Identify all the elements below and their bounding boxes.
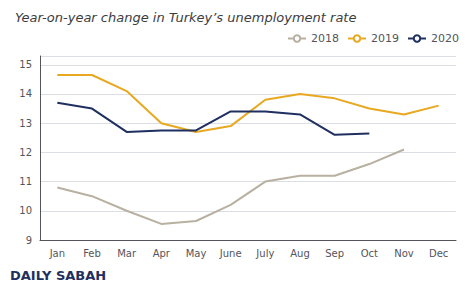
svg-text:11: 11	[19, 176, 32, 187]
svg-text:June: June	[219, 248, 242, 259]
svg-text:15: 15	[19, 59, 32, 70]
svg-text:Nov: Nov	[394, 248, 414, 259]
svg-text:Oct: Oct	[361, 248, 378, 259]
svg-text:12: 12	[19, 147, 32, 158]
svg-text:Jan: Jan	[49, 248, 65, 259]
svg-text:Apr: Apr	[153, 248, 171, 259]
svg-text:2020: 2020	[431, 32, 459, 45]
svg-text:Aug: Aug	[290, 248, 310, 259]
svg-text:Mar: Mar	[117, 248, 137, 259]
svg-text:Dec: Dec	[429, 248, 448, 259]
svg-text:DAILY SABAH: DAILY SABAH	[10, 268, 106, 283]
svg-text:10: 10	[19, 205, 32, 216]
svg-text:Sep: Sep	[325, 248, 344, 259]
svg-text:9: 9	[26, 235, 32, 246]
svg-text:Year-on-year change in Turkey’: Year-on-year change in Turkey’s unemploy…	[15, 10, 356, 25]
svg-text:2019: 2019	[371, 32, 399, 45]
svg-text:July: July	[255, 248, 274, 259]
svg-text:14: 14	[19, 88, 32, 99]
svg-text:13: 13	[19, 118, 32, 129]
svg-text:May: May	[186, 248, 207, 259]
svg-text:2018: 2018	[311, 32, 339, 45]
svg-text:Feb: Feb	[83, 248, 101, 259]
